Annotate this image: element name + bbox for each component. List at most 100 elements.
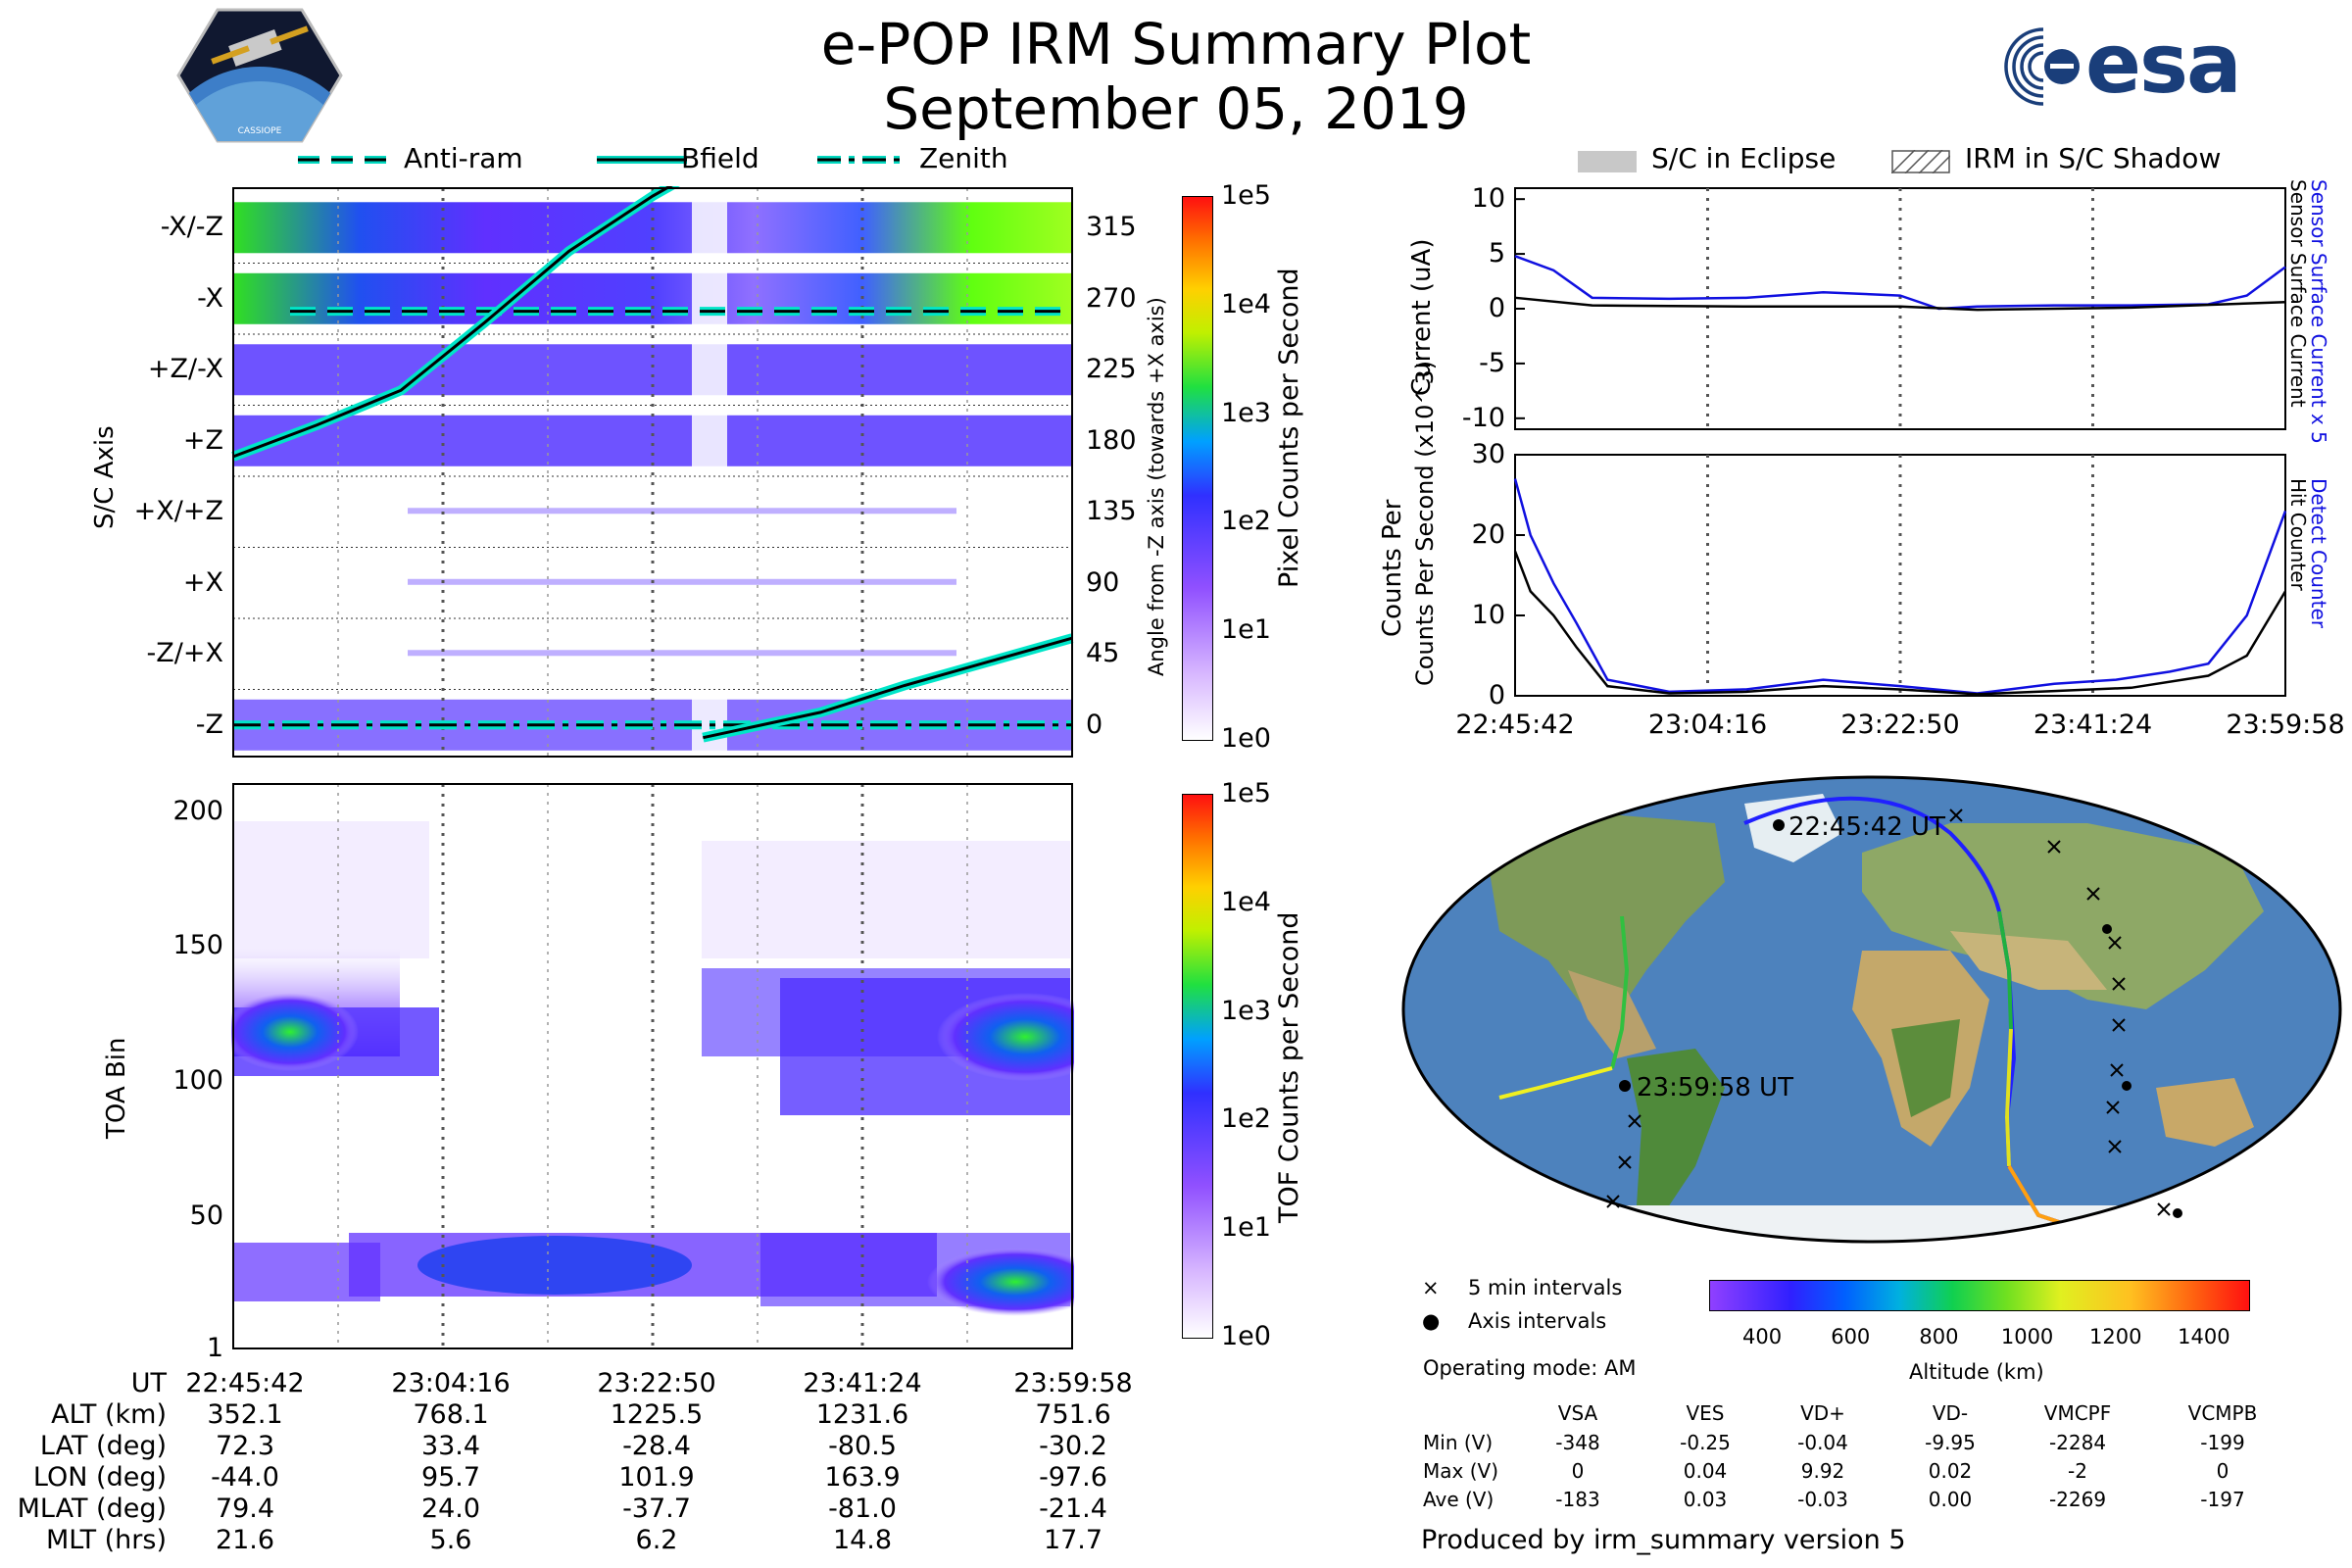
y-tick: 10 <box>1471 183 1505 215</box>
ephemeris-row-label: LAT (deg) <box>39 1431 167 1461</box>
pixel-angle-tick: 90 <box>1086 566 1120 598</box>
ephemeris-value: 101.9 <box>618 1462 695 1493</box>
tof-colorbar <box>1182 794 1213 1339</box>
series-line-1 <box>1513 550 2287 696</box>
toa-y-tick: 150 <box>172 930 223 961</box>
voltage-value: 0 <box>2216 1459 2230 1483</box>
toa-y-tick: 1 <box>206 1333 223 1363</box>
ephemeris-value: 72.3 <box>215 1431 275 1461</box>
y-tick: -10 <box>1461 402 1505 433</box>
svg-text:CASSIOPE: CASSIOPE <box>238 126 282 136</box>
esa-wordmark: esa <box>2085 16 2242 112</box>
ephemeris-value: 22:45:42 <box>185 1368 305 1398</box>
cassiope-logo: CASSIOPE <box>176 8 343 143</box>
pixel-angle-tick: 270 <box>1086 282 1137 314</box>
voltage-value: 0 <box>1571 1459 1585 1483</box>
plot-frame <box>1514 454 2286 697</box>
pixel-y-category: -X <box>197 282 223 314</box>
ephemeris-value: 21.6 <box>215 1525 275 1555</box>
ephemeris-value: -80.5 <box>828 1431 897 1461</box>
ephemeris-value: -97.6 <box>1039 1462 1107 1493</box>
legend-label-zenith: Zenith <box>919 142 1008 174</box>
ephemeris-value: -28.4 <box>622 1431 691 1461</box>
legend-label-eclipse: S/C in Eclipse <box>1651 142 1837 174</box>
footer-text: Produced by irm_summary version 5 <box>1421 1525 1906 1555</box>
altitude-tick: 800 <box>1919 1325 1959 1348</box>
voltage-row-label: Min (V) <box>1423 1431 1494 1454</box>
x-tick: 23:41:24 <box>2033 710 2153 740</box>
colorbar-tick: 1e5 <box>1221 180 1271 211</box>
ephemeris-value: 79.4 <box>215 1494 275 1524</box>
voltage-value: 0.00 <box>1928 1488 1973 1511</box>
current-right-label-black: Sensor Surface Current <box>2286 179 2310 408</box>
voltage-row-label: Ave (V) <box>1423 1488 1494 1511</box>
tof-colorbar-label: TOF Counts per Second <box>1274 911 1304 1224</box>
voltage-value: -0.04 <box>1797 1431 1848 1454</box>
ephemeris-value: 5.6 <box>429 1525 472 1555</box>
plot-frame <box>1514 187 2286 430</box>
bfield-curve-core <box>232 186 673 459</box>
esa-globe-icon <box>2004 27 2080 106</box>
ephemeris-value: -21.4 <box>1039 1494 1107 1524</box>
ephemeris-value: -37.7 <box>622 1494 691 1524</box>
voltage-header: VD+ <box>1800 1401 1845 1425</box>
legend-label-antiram: Anti-ram <box>404 142 523 174</box>
voltage-value: 0.03 <box>1683 1488 1728 1511</box>
axis-interval-marker-icon: ● <box>1422 1309 1441 1333</box>
esa-logo: esa <box>1989 16 2274 112</box>
ephemeris-value: -30.2 <box>1039 1431 1107 1461</box>
toa-y-tick: 50 <box>189 1200 223 1231</box>
ephemeris-value: 14.8 <box>832 1525 893 1555</box>
ephemeris-value: 751.6 <box>1035 1399 1111 1430</box>
map-end-label: 23:59:58 UT <box>1637 1073 1793 1102</box>
toa-y-tick: 100 <box>172 1065 223 1097</box>
pixel-angle-tick: 315 <box>1086 212 1137 243</box>
ephemeris-value: 163.9 <box>824 1462 901 1493</box>
legend-overlays: Anti-ram Bfield Zenith <box>294 143 1039 178</box>
legend-label-bfield: Bfield <box>681 142 760 174</box>
x-tick: 23:22:50 <box>1840 710 1960 740</box>
ephemeris-value: 24.0 <box>420 1494 481 1524</box>
operating-mode: Operating mode: AM <box>1423 1356 1637 1380</box>
altitude-colorbar <box>1709 1280 2250 1311</box>
current-plot <box>1514 187 2286 430</box>
x-tick: 23:04:16 <box>1647 710 1768 740</box>
x-tick: 22:45:42 <box>1455 710 1575 740</box>
pixel-thin-band <box>408 578 956 585</box>
altitude-tick: 1400 <box>2178 1325 2230 1348</box>
colorbar-tick: 1e5 <box>1221 778 1271 808</box>
pixel-counts-heatmap <box>231 186 1074 758</box>
colorbar-tick: 1e1 <box>1221 1212 1271 1244</box>
y-tick: 20 <box>1471 519 1505 550</box>
colorbar-tick: 1e4 <box>1221 288 1271 319</box>
map-legend: × 5 min intervals ● Axis intervals <box>1419 1276 1674 1345</box>
antiram-legend-line <box>298 156 388 164</box>
voltage-header: VMCPF <box>2043 1401 2112 1425</box>
ephemeris-value: 33.4 <box>420 1431 481 1461</box>
colorbar-tick: 1e0 <box>1221 1321 1271 1351</box>
altitude-tick: 1200 <box>2089 1325 2142 1348</box>
pixel-angle-tick: 180 <box>1086 424 1137 456</box>
toa-y-tick: 200 <box>172 795 223 826</box>
ephemeris-row-label: ALT (km) <box>51 1399 167 1430</box>
altitude-tick: 400 <box>1742 1325 1783 1348</box>
voltage-value: -2284 <box>2048 1431 2107 1454</box>
series-line-0 <box>1513 478 2287 695</box>
legend-label-shadow: IRM in S/C Shadow <box>1965 142 2222 174</box>
legend-axis-intervals: Axis intervals <box>1468 1309 1607 1333</box>
pixel-angle-tick: 135 <box>1086 496 1137 527</box>
ephemeris-value: 768.1 <box>413 1399 489 1430</box>
ephemeris-value: 17.7 <box>1043 1525 1103 1555</box>
pixel-band <box>233 415 1072 466</box>
ephemeris-value: 23:04:16 <box>391 1368 511 1398</box>
pixel-angle-tick: 45 <box>1086 638 1120 669</box>
land-greenland <box>1744 794 1842 862</box>
pixel-colorbar-label: Pixel Counts per Second <box>1274 268 1304 588</box>
orbit-map: 22:45:42 UT 23:59:58 UT <box>1401 775 2342 1244</box>
pixel-colorbar <box>1182 196 1213 741</box>
y-tick: 0 <box>1488 680 1505 710</box>
pixel-gap <box>692 188 727 757</box>
colorbar-tick: 1e3 <box>1221 397 1271 428</box>
colorbar-tick: 1e2 <box>1221 506 1271 537</box>
ephemeris-value: 352.1 <box>207 1399 283 1430</box>
